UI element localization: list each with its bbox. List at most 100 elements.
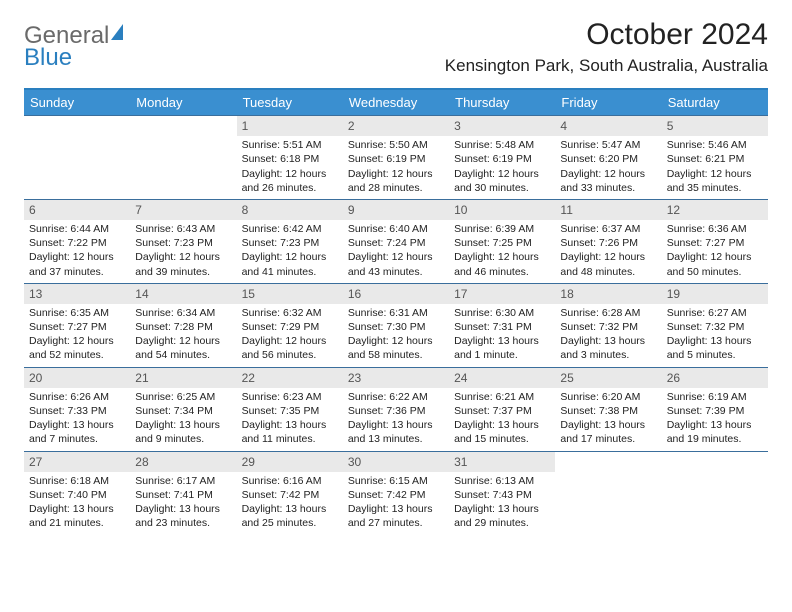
daylight-line: Daylight: 12 hours and 26 minutes. (242, 167, 338, 195)
sunrise-line: Sunrise: 6:26 AM (29, 390, 125, 404)
day-number: 7 (130, 200, 236, 220)
cell-body: Sunrise: 6:36 AMSunset: 7:27 PMDaylight:… (662, 220, 768, 283)
sunset-line: Sunset: 7:32 PM (667, 320, 763, 334)
day-header: Thursday (449, 90, 555, 115)
day-number: 10 (449, 200, 555, 220)
cell-body: Sunrise: 6:20 AMSunset: 7:38 PMDaylight:… (555, 388, 661, 451)
daylight-line: Daylight: 13 hours and 11 minutes. (242, 418, 338, 446)
sunset-line: Sunset: 7:32 PM (560, 320, 656, 334)
day-number: 9 (343, 200, 449, 220)
calendar-cell: 24Sunrise: 6:21 AMSunset: 7:37 PMDayligh… (449, 368, 555, 451)
calendar-cell: 17Sunrise: 6:30 AMSunset: 7:31 PMDayligh… (449, 284, 555, 367)
cell-body: Sunrise: 5:47 AMSunset: 6:20 PMDaylight:… (555, 136, 661, 199)
calendar-cell: 5Sunrise: 5:46 AMSunset: 6:21 PMDaylight… (662, 116, 768, 199)
sunrise-line: Sunrise: 6:17 AM (135, 474, 231, 488)
cell-body: Sunrise: 5:51 AMSunset: 6:18 PMDaylight:… (237, 136, 343, 199)
sunrise-line: Sunrise: 6:19 AM (667, 390, 763, 404)
day-number: 29 (237, 452, 343, 472)
sunset-line: Sunset: 6:20 PM (560, 152, 656, 166)
sunset-line: Sunset: 7:42 PM (242, 488, 338, 502)
day-number: 5 (662, 116, 768, 136)
sunset-line: Sunset: 7:34 PM (135, 404, 231, 418)
calendar-cell: 21Sunrise: 6:25 AMSunset: 7:34 PMDayligh… (130, 368, 236, 451)
calendar-week: 6Sunrise: 6:44 AMSunset: 7:22 PMDaylight… (24, 199, 768, 283)
daylight-line: Daylight: 12 hours and 54 minutes. (135, 334, 231, 362)
day-number: 23 (343, 368, 449, 388)
daylight-line: Daylight: 13 hours and 13 minutes. (348, 418, 444, 446)
sunset-line: Sunset: 7:43 PM (454, 488, 550, 502)
sunrise-line: Sunrise: 6:40 AM (348, 222, 444, 236)
sunset-line: Sunset: 7:27 PM (29, 320, 125, 334)
calendar-cell: 29Sunrise: 6:16 AMSunset: 7:42 PMDayligh… (237, 452, 343, 535)
cell-body: Sunrise: 6:23 AMSunset: 7:35 PMDaylight:… (237, 388, 343, 451)
day-number: 19 (662, 284, 768, 304)
calendar: Sunday Monday Tuesday Wednesday Thursday… (24, 88, 768, 534)
daylight-line: Daylight: 12 hours and 37 minutes. (29, 250, 125, 278)
daylight-line: Daylight: 13 hours and 1 minute. (454, 334, 550, 362)
day-number: 17 (449, 284, 555, 304)
day-number: 8 (237, 200, 343, 220)
brand-part2: Blue (24, 44, 72, 72)
sunset-line: Sunset: 6:19 PM (454, 152, 550, 166)
daylight-line: Daylight: 13 hours and 9 minutes. (135, 418, 231, 446)
sunrise-line: Sunrise: 6:31 AM (348, 306, 444, 320)
cell-body: Sunrise: 6:39 AMSunset: 7:25 PMDaylight:… (449, 220, 555, 283)
sunrise-line: Sunrise: 6:20 AM (560, 390, 656, 404)
daylight-line: Daylight: 12 hours and 41 minutes. (242, 250, 338, 278)
sunrise-line: Sunrise: 6:22 AM (348, 390, 444, 404)
daylight-line: Daylight: 12 hours and 30 minutes. (454, 167, 550, 195)
calendar-cell: 8Sunrise: 6:42 AMSunset: 7:23 PMDaylight… (237, 200, 343, 283)
day-number: 15 (237, 284, 343, 304)
cell-body: Sunrise: 6:22 AMSunset: 7:36 PMDaylight:… (343, 388, 449, 451)
daylight-line: Daylight: 12 hours and 52 minutes. (29, 334, 125, 362)
calendar-cell: 20Sunrise: 6:26 AMSunset: 7:33 PMDayligh… (24, 368, 130, 451)
day-number: 26 (662, 368, 768, 388)
sunset-line: Sunset: 7:30 PM (348, 320, 444, 334)
sunrise-line: Sunrise: 6:18 AM (29, 474, 125, 488)
calendar-cell: 22Sunrise: 6:23 AMSunset: 7:35 PMDayligh… (237, 368, 343, 451)
sunrise-line: Sunrise: 5:51 AM (242, 138, 338, 152)
daylight-line: Daylight: 13 hours and 29 minutes. (454, 502, 550, 530)
title-block: October 2024 Kensington Park, South Aust… (445, 18, 768, 76)
day-header: Friday (555, 90, 661, 115)
weeks-container: 001Sunrise: 5:51 AMSunset: 6:18 PMDaylig… (24, 115, 768, 534)
day-number: 31 (449, 452, 555, 472)
daylight-line: Daylight: 12 hours and 58 minutes. (348, 334, 444, 362)
calendar-cell: 7Sunrise: 6:43 AMSunset: 7:23 PMDaylight… (130, 200, 236, 283)
cell-body: Sunrise: 6:37 AMSunset: 7:26 PMDaylight:… (555, 220, 661, 283)
day-number: 4 (555, 116, 661, 136)
sunset-line: Sunset: 7:42 PM (348, 488, 444, 502)
sunrise-line: Sunrise: 6:21 AM (454, 390, 550, 404)
day-number: 14 (130, 284, 236, 304)
sunrise-line: Sunrise: 6:30 AM (454, 306, 550, 320)
day-number: 6 (24, 200, 130, 220)
cell-body: Sunrise: 6:16 AMSunset: 7:42 PMDaylight:… (237, 472, 343, 535)
sunset-line: Sunset: 7:33 PM (29, 404, 125, 418)
daylight-line: Daylight: 13 hours and 17 minutes. (560, 418, 656, 446)
daylight-line: Daylight: 13 hours and 21 minutes. (29, 502, 125, 530)
day-number: 2 (343, 116, 449, 136)
day-number: 18 (555, 284, 661, 304)
cell-body: Sunrise: 6:25 AMSunset: 7:34 PMDaylight:… (130, 388, 236, 451)
daylight-line: Daylight: 12 hours and 33 minutes. (560, 167, 656, 195)
day-number: 25 (555, 368, 661, 388)
cell-body: Sunrise: 6:31 AMSunset: 7:30 PMDaylight:… (343, 304, 449, 367)
calendar-cell: 26Sunrise: 6:19 AMSunset: 7:39 PMDayligh… (662, 368, 768, 451)
calendar-week: 27Sunrise: 6:18 AMSunset: 7:40 PMDayligh… (24, 451, 768, 535)
daylight-line: Daylight: 13 hours and 3 minutes. (560, 334, 656, 362)
daylight-line: Daylight: 12 hours and 50 minutes. (667, 250, 763, 278)
sunrise-line: Sunrise: 6:43 AM (135, 222, 231, 236)
calendar-cell: 11Sunrise: 6:37 AMSunset: 7:26 PMDayligh… (555, 200, 661, 283)
daylight-line: Daylight: 12 hours and 35 minutes. (667, 167, 763, 195)
sunset-line: Sunset: 7:28 PM (135, 320, 231, 334)
sunrise-line: Sunrise: 6:23 AM (242, 390, 338, 404)
location-text: Kensington Park, South Australia, Austra… (445, 56, 768, 76)
day-header: Sunday (24, 90, 130, 115)
day-number: 11 (555, 200, 661, 220)
cell-body: Sunrise: 6:32 AMSunset: 7:29 PMDaylight:… (237, 304, 343, 367)
day-number: 20 (24, 368, 130, 388)
calendar-cell: 28Sunrise: 6:17 AMSunset: 7:41 PMDayligh… (130, 452, 236, 535)
calendar-cell: 19Sunrise: 6:27 AMSunset: 7:32 PMDayligh… (662, 284, 768, 367)
sunrise-line: Sunrise: 5:50 AM (348, 138, 444, 152)
sunrise-line: Sunrise: 6:28 AM (560, 306, 656, 320)
